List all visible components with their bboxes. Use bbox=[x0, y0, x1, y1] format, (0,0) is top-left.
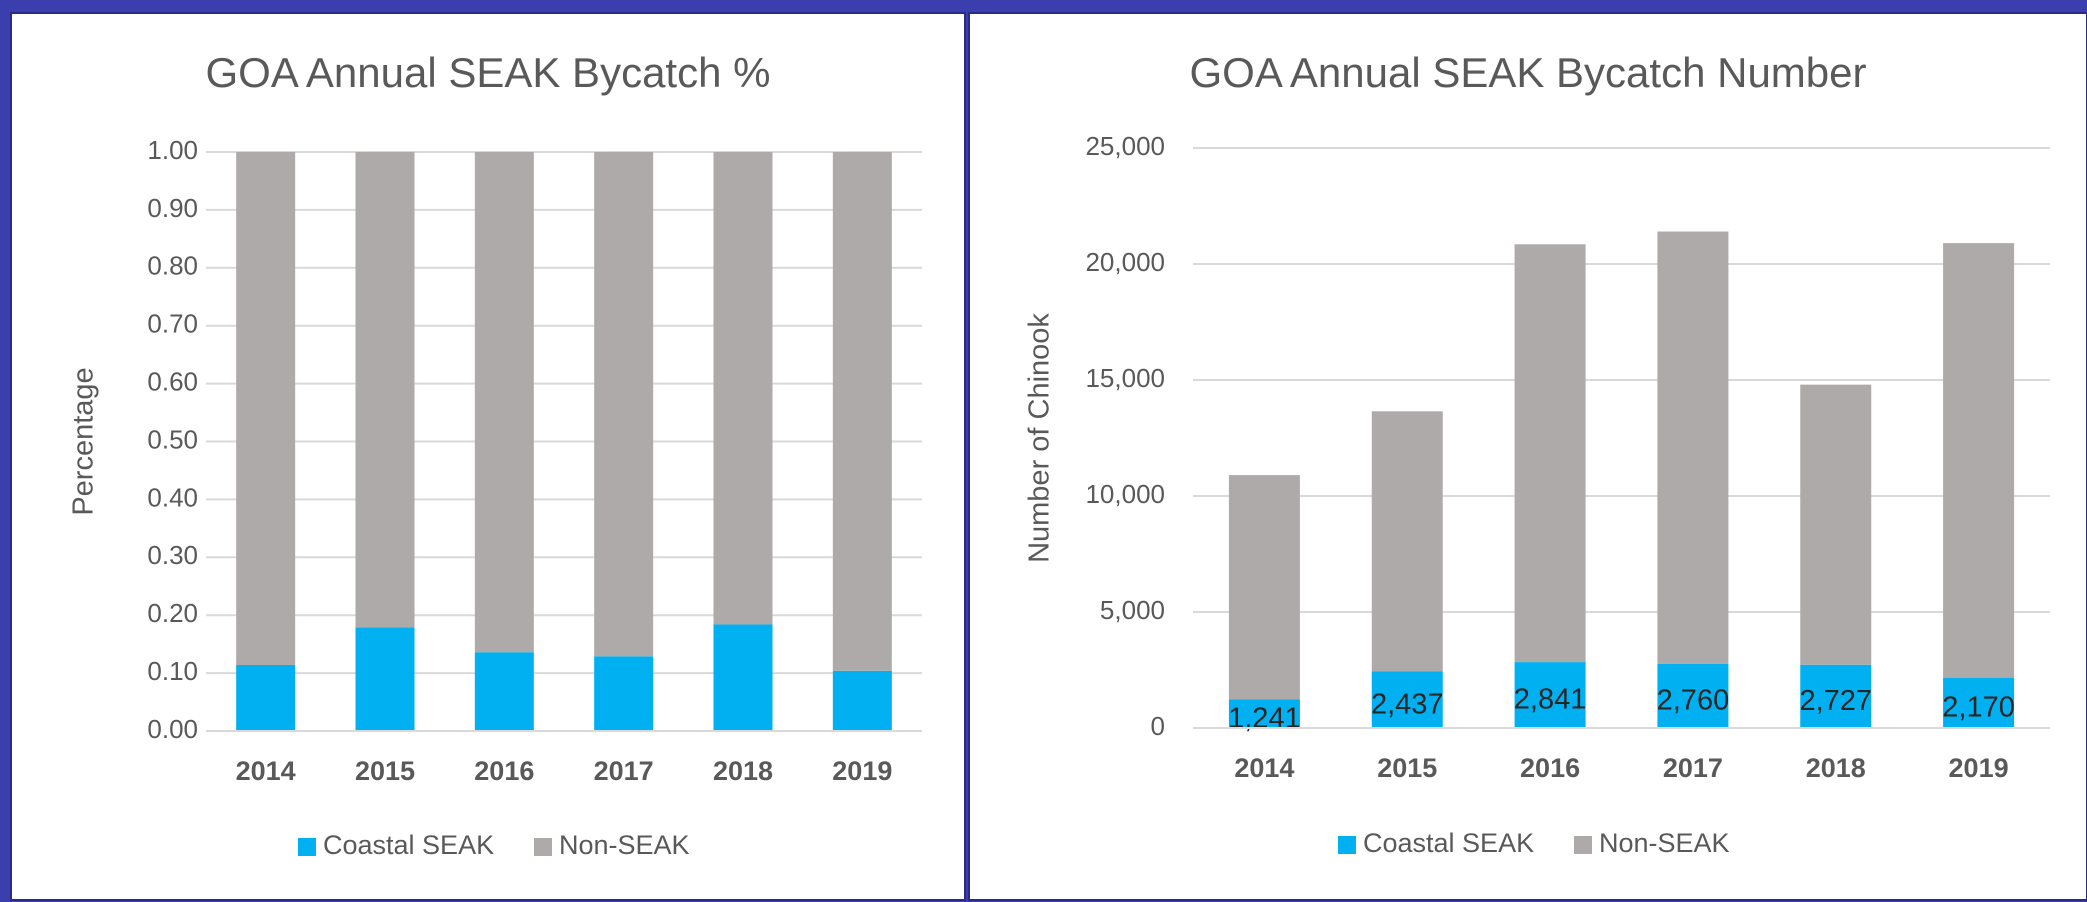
y-tick-label: 0.40 bbox=[147, 482, 198, 512]
bar-segment bbox=[1657, 231, 1729, 664]
data-label: 2,170 bbox=[1942, 691, 2015, 723]
y-tick-label: 10,000 bbox=[1085, 479, 1165, 509]
legend-swatch bbox=[534, 838, 552, 856]
y-tick-label: 15,000 bbox=[1085, 363, 1165, 393]
x-tick-label: 2019 bbox=[832, 756, 892, 786]
bar-segment bbox=[1800, 384, 1872, 665]
y-tick-label: 0.10 bbox=[147, 656, 198, 686]
y-axis-label: Number of Chinook bbox=[1024, 313, 1056, 563]
y-tick-label: 20,000 bbox=[1085, 247, 1165, 277]
x-tick-label: 2015 bbox=[1377, 753, 1437, 783]
bar-segment bbox=[832, 670, 892, 731]
x-tick-label: 2016 bbox=[474, 756, 534, 786]
bar-segment bbox=[1943, 677, 2015, 728]
y-tick-label: 5,000 bbox=[1100, 595, 1165, 625]
data-label: 1,241 bbox=[1228, 702, 1301, 734]
y-tick-label: 1.00 bbox=[147, 135, 198, 165]
bar-segment bbox=[1371, 411, 1443, 672]
x-tick-label: 2018 bbox=[1806, 753, 1866, 783]
bar-segment bbox=[594, 656, 654, 731]
x-tick-label: 2017 bbox=[594, 756, 654, 786]
bar-segment bbox=[474, 152, 534, 653]
bar-segment bbox=[1228, 475, 1300, 700]
data-label: 2,760 bbox=[1657, 685, 1730, 717]
y-tick-label: 0.60 bbox=[147, 366, 198, 396]
bar-segment bbox=[832, 152, 892, 671]
y-tick-label: 0 bbox=[1151, 711, 1165, 741]
data-label: 2,727 bbox=[1799, 685, 1872, 717]
bar-segment bbox=[355, 627, 415, 731]
legend-swatch bbox=[1574, 836, 1592, 854]
bar-segment bbox=[1371, 671, 1443, 728]
x-tick-label: 2019 bbox=[1949, 753, 2009, 783]
bar-segment bbox=[355, 152, 415, 628]
bar-segment bbox=[1800, 664, 1872, 728]
y-tick-label: 0.80 bbox=[147, 251, 198, 281]
legend-label: Coastal SEAK bbox=[323, 830, 494, 860]
chart-title: GOA Annual SEAK Bycatch Number bbox=[1189, 49, 1866, 96]
legend-label: Non-SEAK bbox=[1599, 828, 1730, 858]
legend-label: Coastal SEAK bbox=[1363, 828, 1534, 858]
legend-swatch bbox=[298, 838, 316, 856]
x-tick-label: 2014 bbox=[1234, 753, 1294, 783]
y-tick-label: 0.70 bbox=[147, 309, 198, 339]
data-label: 2,437 bbox=[1371, 688, 1444, 720]
y-axis-label: Percentage bbox=[68, 367, 100, 515]
y-tick-label: 0.00 bbox=[147, 714, 198, 744]
x-tick-label: 2015 bbox=[355, 756, 415, 786]
bar-segment bbox=[474, 652, 534, 731]
bar-segment bbox=[1514, 244, 1586, 663]
x-tick-label: 2016 bbox=[1520, 753, 1580, 783]
data-label: 2,841 bbox=[1514, 684, 1587, 716]
bar-segment bbox=[1514, 662, 1586, 728]
bar-segment bbox=[594, 152, 654, 657]
y-tick-label: 0.20 bbox=[147, 598, 198, 628]
legend-swatch bbox=[1338, 836, 1356, 854]
chart-title: GOA Annual SEAK Bycatch % bbox=[206, 49, 771, 96]
legend-label: Non-SEAK bbox=[559, 830, 690, 860]
y-tick-label: 0.90 bbox=[147, 193, 198, 223]
bar-segment bbox=[236, 152, 296, 665]
y-tick-label: 0.50 bbox=[147, 424, 198, 454]
bar-segment bbox=[713, 152, 773, 625]
x-tick-label: 2017 bbox=[1663, 753, 1723, 783]
bar-segment bbox=[713, 624, 773, 731]
x-tick-label: 2018 bbox=[713, 756, 773, 786]
y-tick-label: 25,000 bbox=[1085, 131, 1165, 161]
y-tick-label: 0.30 bbox=[147, 540, 198, 570]
bar-segment bbox=[236, 664, 296, 731]
bar-segment bbox=[1228, 699, 1300, 728]
x-tick-label: 2014 bbox=[236, 756, 296, 786]
bar-segment bbox=[1657, 663, 1729, 728]
bar-segment bbox=[1943, 243, 2015, 678]
